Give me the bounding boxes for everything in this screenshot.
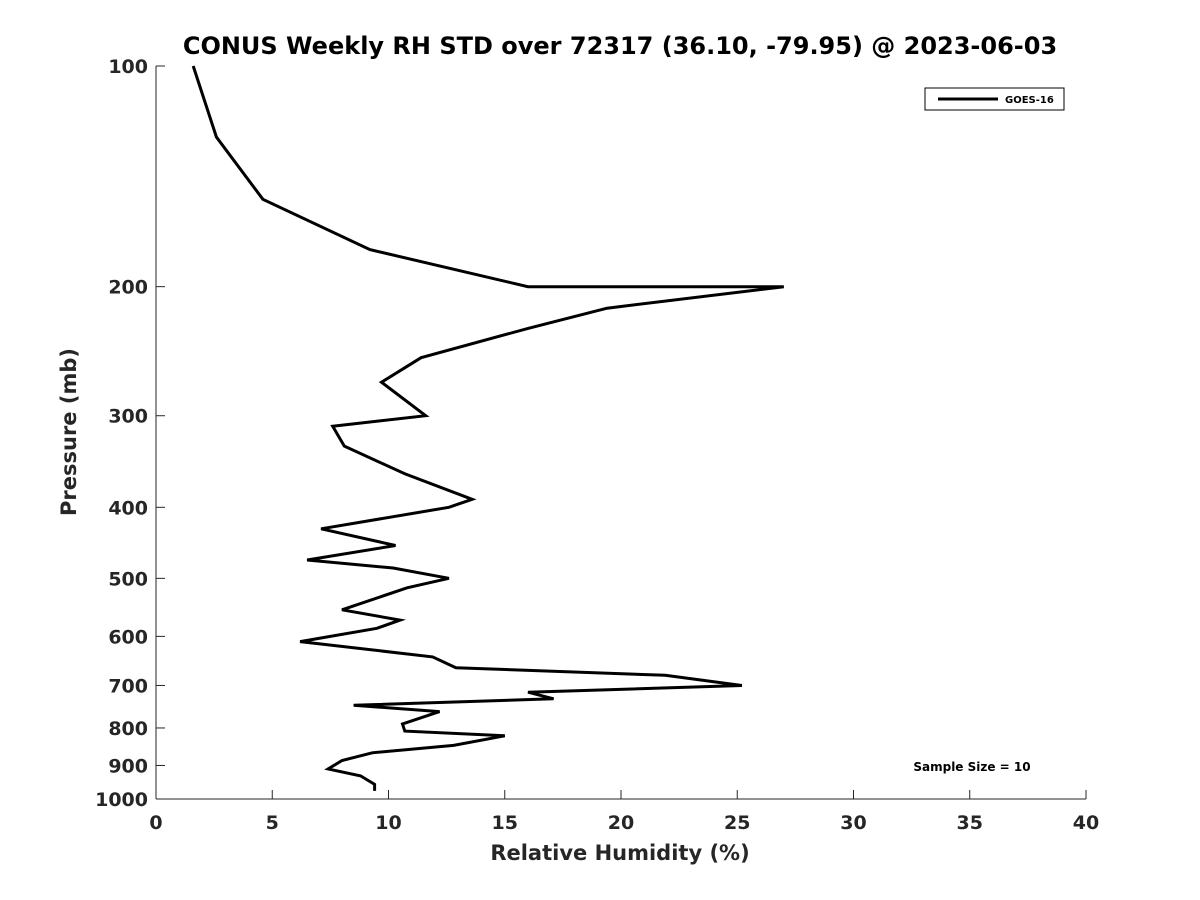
y-tick-label: 100 — [108, 56, 148, 78]
axes — [155, 65, 1087, 800]
y-tick-label: 500 — [108, 568, 148, 590]
x-tick-label: 20 — [608, 812, 634, 834]
series-layer — [191, 65, 784, 791]
y-tick-label: 400 — [108, 497, 148, 519]
y-axis-label: Pressure (mb) — [57, 348, 81, 516]
y-tick-label: 900 — [108, 755, 148, 777]
x-tick-label: 15 — [492, 812, 518, 834]
x-tick-label: 5 — [266, 812, 279, 834]
x-tick-label: 40 — [1073, 812, 1099, 834]
legend-label-goes-16: GOES-16 — [1005, 95, 1054, 106]
y-tick-label: 600 — [108, 626, 148, 648]
y-tick-label: 200 — [108, 277, 148, 299]
x-axis-label: Relative Humidity (%) — [490, 841, 749, 865]
x-tick-label: 0 — [149, 812, 162, 834]
y-tick-label: 700 — [108, 675, 148, 697]
sample-size-annotation: Sample Size = 10 — [913, 760, 1030, 774]
x-tick-label: 25 — [724, 812, 750, 834]
y-tick-label: 800 — [108, 718, 148, 740]
x-tick-label: 30 — [840, 812, 866, 834]
x-tick-label: 35 — [957, 812, 983, 834]
legend: GOES-16 — [924, 87, 1065, 111]
y-tick-label: 1000 — [95, 789, 148, 811]
tick-labels: 0 5 10 15 20 25 30 35 40 100 200 300 400 500 600 700 800… — [95, 56, 1099, 834]
x-tick-label: 10 — [375, 812, 401, 834]
y-tick-label: 300 — [108, 406, 148, 428]
series-line-goes-16 — [191, 65, 784, 791]
chart-title: CONUS Weekly RH STD over 72317 (36.10, -… — [183, 32, 1057, 60]
